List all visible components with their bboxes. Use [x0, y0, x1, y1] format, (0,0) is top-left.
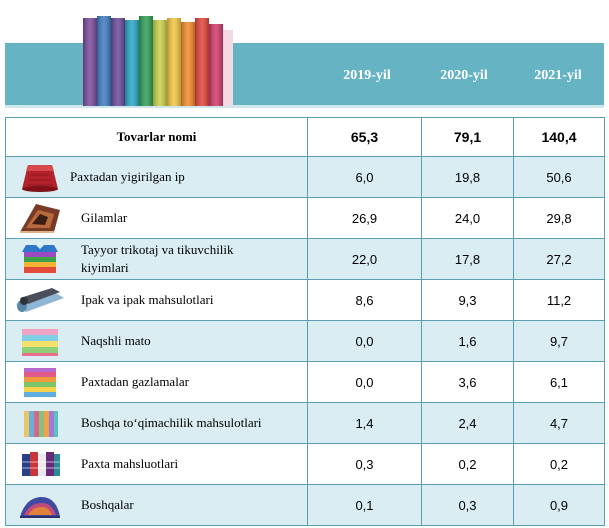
- textile-exports-table: Tovarlar nomi 65,3 79,1 140,4 Paxtadan y…: [5, 117, 605, 526]
- value-2019: 0,1: [307, 484, 422, 526]
- row-name: Gilamlar: [81, 210, 128, 225]
- value-2019: 0,0: [307, 361, 422, 403]
- column-title-cell: Tovarlar nomi: [5, 117, 308, 157]
- value-2021: 27,2: [513, 238, 605, 280]
- table-row: Naqshli mato 0,0 1,6 9,7: [5, 320, 605, 362]
- table-row: Ipak va ipak mahsulotlari 8,6 9,3 11,2: [5, 279, 605, 321]
- table-header-row: Tovarlar nomi 65,3 79,1 140,4: [5, 117, 605, 157]
- value-2020: 17,8: [421, 238, 514, 280]
- value-2020: 2,4: [421, 402, 514, 444]
- value-2019: 1,4: [307, 402, 422, 444]
- value-2019: 0,3: [307, 443, 422, 485]
- value-2020: 3,6: [421, 361, 514, 403]
- carpet-icon: [20, 204, 60, 233]
- value-2021: 0,2: [513, 443, 605, 485]
- row-name-cell: Paxtadan yigirilgan ip: [5, 156, 308, 198]
- row-name: Paxtadan yigirilgan ip: [70, 169, 185, 184]
- year-2021-header: 2021-yil: [534, 68, 582, 83]
- row-name: Paxta mahsluotlari: [81, 456, 179, 471]
- row-name-cell: Naqshli mato: [5, 320, 308, 362]
- year-2019-header: 2019-yil: [343, 68, 391, 83]
- row-name: Naqshli mato: [81, 333, 151, 348]
- value-2020: 9,3: [421, 279, 514, 321]
- value-2019: 6,0: [307, 156, 422, 198]
- table-row: Gilamlar 26,9 24,0 29,8: [5, 197, 605, 239]
- row-name-cell: Boshqa to‘qimachilik mahsulotlari: [5, 402, 308, 444]
- value-2019: 0,0: [307, 320, 422, 362]
- value-2020: 19,8: [421, 156, 514, 198]
- row-name: Tayyor trikotaj va tikuvchilik kiyimlari: [81, 242, 234, 275]
- value-2021: 11,2: [513, 279, 605, 321]
- row-name-cell: Paxta mahsluotlari: [5, 443, 308, 485]
- value-2021: 50,6: [513, 156, 605, 198]
- patterned-fabric-icon: [22, 329, 58, 356]
- table-row: Boshqalar 0,1 0,3 0,9: [5, 484, 605, 526]
- value-2019: 22,0: [307, 238, 422, 280]
- column-title: Tovarlar nomi: [116, 129, 197, 144]
- row-name-cell: Ipak va ipak mahsulotlari: [5, 279, 308, 321]
- value-2021: 29,8: [513, 197, 605, 239]
- row-name-cell: Tayyor trikotaj va tikuvchilik kiyimlari: [5, 238, 308, 280]
- row-name: Ipak va ipak mahsulotlari: [81, 292, 214, 307]
- value-2020: 0,3: [421, 484, 514, 526]
- colorful-scarves-image: [83, 16, 233, 106]
- table-row: Paxtadan gazlamalar 0,0 3,6 6,1: [5, 361, 605, 403]
- row-name-cell: Boshqalar: [5, 484, 308, 526]
- total-2019: 65,3: [307, 117, 422, 157]
- row-name: Boshqalar: [81, 497, 134, 512]
- fabric-bolts-icon: [24, 411, 58, 437]
- value-2021: 0,9: [513, 484, 605, 526]
- row-name: Paxtadan gazlamalar: [81, 374, 189, 389]
- value-2021: 4,7: [513, 402, 605, 444]
- value-2020: 0,2: [421, 443, 514, 485]
- value-2021: 9,7: [513, 320, 605, 362]
- value-2019: 26,9: [307, 197, 422, 239]
- textile-pile-icon: [20, 497, 60, 518]
- folded-clothes-icon: [22, 245, 58, 273]
- year-2020-header: 2020-yil: [440, 68, 488, 83]
- yarn-cone-icon: [22, 165, 58, 192]
- value-2019: 8,6: [307, 279, 422, 321]
- row-name-cell: Gilamlar: [5, 197, 308, 239]
- fabric-stack-icon: [24, 368, 56, 397]
- table-row: Paxta mahsluotlari 0,3 0,2 0,2: [5, 443, 605, 485]
- value-2020: 24,0: [421, 197, 514, 239]
- textile-samples-icon: [22, 452, 60, 476]
- total-2021: 140,4: [513, 117, 605, 157]
- total-2020: 79,1: [421, 117, 514, 157]
- row-name: Boshqa to‘qimachilik mahsulotlari: [81, 415, 262, 430]
- table-row: Paxtadan yigirilgan ip 6,0 19,8 50,6: [5, 156, 605, 198]
- value-2021: 6,1: [513, 361, 605, 403]
- table-row: Boshqa to‘qimachilik mahsulotlari 1,4 2,…: [5, 402, 605, 444]
- silk-rolls-icon: [16, 288, 64, 312]
- table-row: Tayyor trikotaj va tikuvchilik kiyimlari…: [5, 238, 605, 280]
- row-name-cell: Paxtadan gazlamalar: [5, 361, 308, 403]
- value-2020: 1,6: [421, 320, 514, 362]
